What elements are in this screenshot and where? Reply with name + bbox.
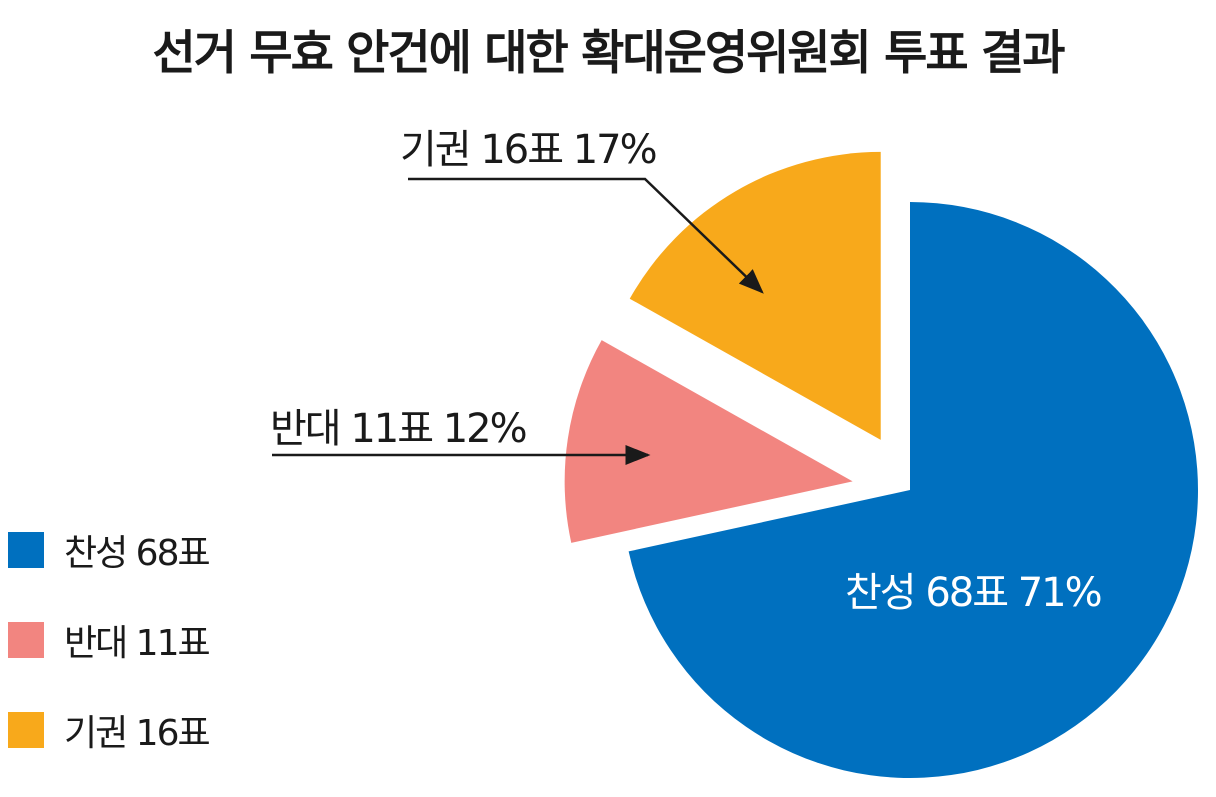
legend-item-for: 찬성 68표 — [8, 527, 211, 574]
legend-swatch-against — [8, 622, 44, 658]
slice-label-against: 반대 11표 12% — [270, 406, 526, 452]
chart-title: 선거 무효 안건에 대한 확대운영위원회 투표 결과 — [152, 26, 1066, 81]
legend: 찬성 68표 반대 11표 기권 16표 — [8, 527, 211, 797]
legend-label-for: 찬성 68표 — [64, 533, 211, 574]
legend-item-against: 반대 11표 — [8, 617, 211, 664]
legend-swatch-for — [8, 532, 44, 568]
legend-swatch-abstain — [8, 712, 44, 748]
legend-label-against: 반대 11표 — [64, 623, 211, 664]
legend-item-abstain: 기권 16표 — [8, 707, 211, 754]
pie-slice-for — [628, 202, 1199, 778]
callout-line-abstain — [408, 177, 764, 294]
slice-label-abstain: 기권 16표 17% — [400, 127, 656, 173]
pie-slice-against — [564, 340, 853, 543]
slice-label-for: 찬성 68표 71% — [845, 570, 1101, 616]
legend-label-abstain: 기권 16표 — [64, 713, 211, 754]
